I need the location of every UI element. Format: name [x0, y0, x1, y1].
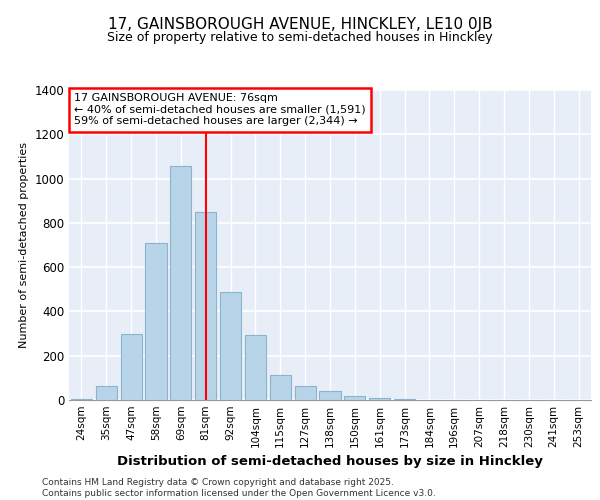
- Bar: [121, 334, 142, 400]
- Bar: [145, 243, 167, 400]
- X-axis label: Distribution of semi-detached houses by size in Hinckley: Distribution of semi-detached houses by …: [117, 456, 543, 468]
- Bar: [195, 212, 216, 400]
- Text: Contains HM Land Registry data © Crown copyright and database right 2025.
Contai: Contains HM Land Registry data © Crown c…: [42, 478, 436, 498]
- Bar: [71, 399, 92, 400]
- Text: Size of property relative to semi-detached houses in Hinckley: Size of property relative to semi-detach…: [107, 31, 493, 44]
- Bar: [245, 334, 266, 400]
- Bar: [394, 399, 415, 400]
- Bar: [96, 386, 117, 400]
- Text: 17 GAINSBOROUGH AVENUE: 76sqm
← 40% of semi-detached houses are smaller (1,591)
: 17 GAINSBOROUGH AVENUE: 76sqm ← 40% of s…: [74, 93, 366, 126]
- Bar: [344, 396, 365, 400]
- Bar: [220, 292, 241, 400]
- Bar: [319, 391, 341, 400]
- Y-axis label: Number of semi-detached properties: Number of semi-detached properties: [19, 142, 29, 348]
- Text: 17, GAINSBOROUGH AVENUE, HINCKLEY, LE10 0JB: 17, GAINSBOROUGH AVENUE, HINCKLEY, LE10 …: [107, 18, 493, 32]
- Bar: [170, 166, 191, 400]
- Bar: [369, 398, 390, 400]
- Bar: [270, 374, 291, 400]
- Bar: [295, 386, 316, 400]
